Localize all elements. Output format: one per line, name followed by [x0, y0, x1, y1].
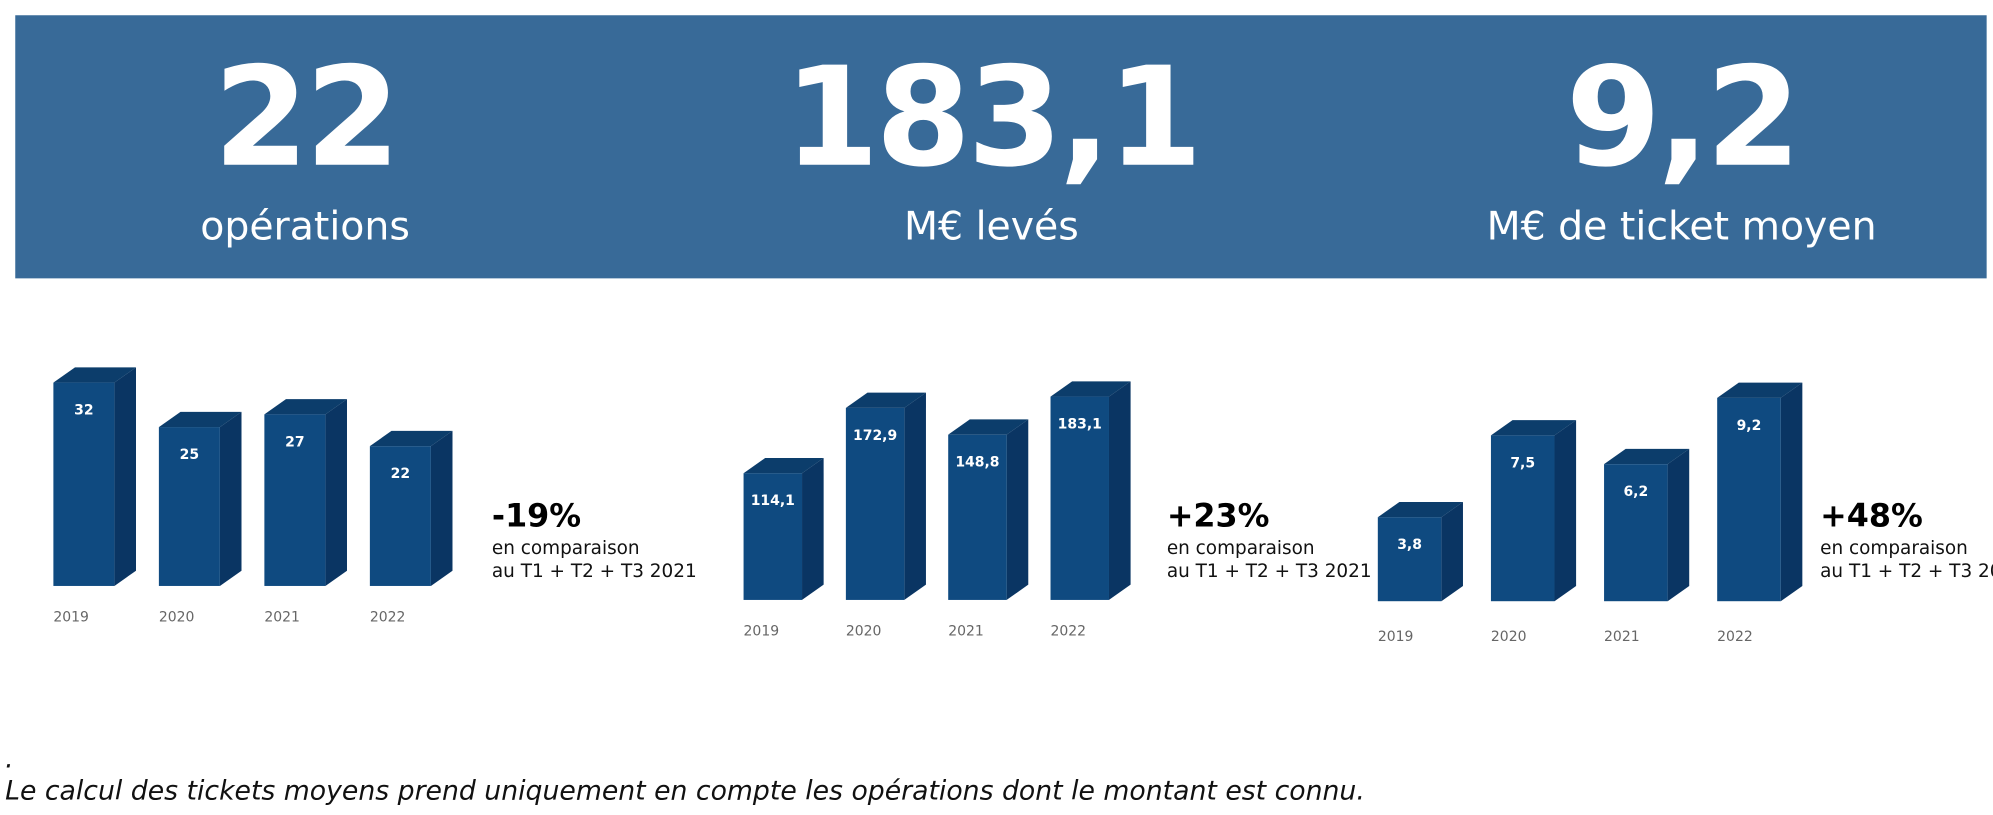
- bar-side: [1441, 501, 1463, 602]
- bar-top: [53, 367, 137, 383]
- bar-top: [948, 419, 1029, 435]
- bar-top: [1717, 382, 1803, 398]
- bar-top: [1604, 448, 1690, 465]
- value-label: 183,1: [1058, 417, 1102, 433]
- bar-side: [114, 367, 137, 586]
- bar-side: [802, 457, 824, 600]
- x-tick-label: 2021: [948, 624, 984, 640]
- bar: [53, 382, 115, 586]
- bar: [845, 407, 905, 600]
- bar-side: [1108, 381, 1131, 600]
- x-tick-label: 2022: [1717, 629, 1753, 645]
- kpi-value: 22: [213, 39, 396, 198]
- bar-top: [1377, 501, 1463, 518]
- change-annotation: +48%: [1820, 498, 1923, 534]
- bar-top: [1050, 381, 1131, 397]
- bar-top: [845, 392, 926, 408]
- kpi-banner: [15, 15, 1987, 279]
- x-tick-label: 2020: [1491, 629, 1527, 645]
- x-tick-label: 2019: [1378, 629, 1414, 645]
- value-label: 22: [391, 466, 410, 482]
- bar-top: [369, 430, 453, 447]
- footnote-mark: .: [5, 744, 13, 775]
- x-tick-label: 2020: [846, 624, 882, 640]
- bar: [948, 434, 1007, 600]
- kpi-label: opérations: [200, 203, 410, 249]
- footnote: Le calcul des tickets moyens prend uniqu…: [5, 775, 1365, 806]
- value-label: 6,2: [1623, 484, 1648, 500]
- change-annotation: +23%: [1167, 498, 1270, 534]
- value-label: 172,9: [853, 428, 897, 444]
- bar-side: [1780, 382, 1803, 602]
- value-label: 27: [285, 434, 304, 450]
- bar: [1377, 517, 1442, 602]
- bar: [1604, 464, 1668, 602]
- change-note: en comparaison: [1820, 538, 1968, 559]
- x-tick-label: 2021: [264, 610, 300, 626]
- bar: [369, 446, 431, 586]
- bar-top: [158, 411, 242, 428]
- bar-side: [219, 411, 242, 586]
- kpi-label: M€ de ticket moyen: [1487, 203, 1877, 249]
- change-note: en comparaison: [1167, 538, 1315, 559]
- change-note: au T1 + T2 + T3 2021: [492, 561, 697, 582]
- bar: [743, 473, 803, 600]
- bar-top: [1490, 420, 1577, 436]
- bar-side: [1006, 419, 1029, 600]
- bar-top: [743, 457, 824, 474]
- kpi-label: M€ levés: [904, 203, 1079, 249]
- change-note: en comparaison: [492, 538, 640, 559]
- value-label: 7,5: [1510, 455, 1535, 471]
- bar-side: [1667, 448, 1690, 602]
- x-tick-label: 2019: [744, 624, 780, 640]
- value-label: 148,8: [955, 455, 999, 471]
- value-label: 9,2: [1737, 418, 1762, 434]
- bar-side: [904, 392, 926, 600]
- kpi-value: 9,2: [1566, 39, 1798, 198]
- bar-side: [1554, 420, 1577, 602]
- kpi-value: 183,1: [784, 39, 1199, 198]
- bar: [158, 427, 220, 586]
- value-label: 25: [180, 447, 199, 463]
- x-tick-label: 2022: [1051, 624, 1087, 640]
- change-note: au T1 + T2 + T3 2021: [1167, 561, 1372, 582]
- bar: [1490, 435, 1555, 602]
- x-tick-label: 2022: [370, 610, 406, 626]
- bar-side: [430, 430, 453, 586]
- bar: [1050, 396, 1109, 600]
- change-note: au T1 + T2 + T3 2021: [1820, 561, 1993, 582]
- change-annotation: -19%: [492, 498, 581, 534]
- x-tick-label: 2021: [1604, 629, 1640, 645]
- x-tick-label: 2020: [159, 610, 195, 626]
- value-label: 32: [74, 403, 93, 419]
- bar: [264, 414, 326, 586]
- value-label: 3,8: [1397, 537, 1422, 553]
- bar-side: [325, 399, 347, 586]
- bar: [1717, 397, 1781, 602]
- x-tick-label: 2019: [53, 610, 89, 626]
- value-label: 114,1: [751, 493, 795, 509]
- bar-top: [264, 399, 347, 415]
